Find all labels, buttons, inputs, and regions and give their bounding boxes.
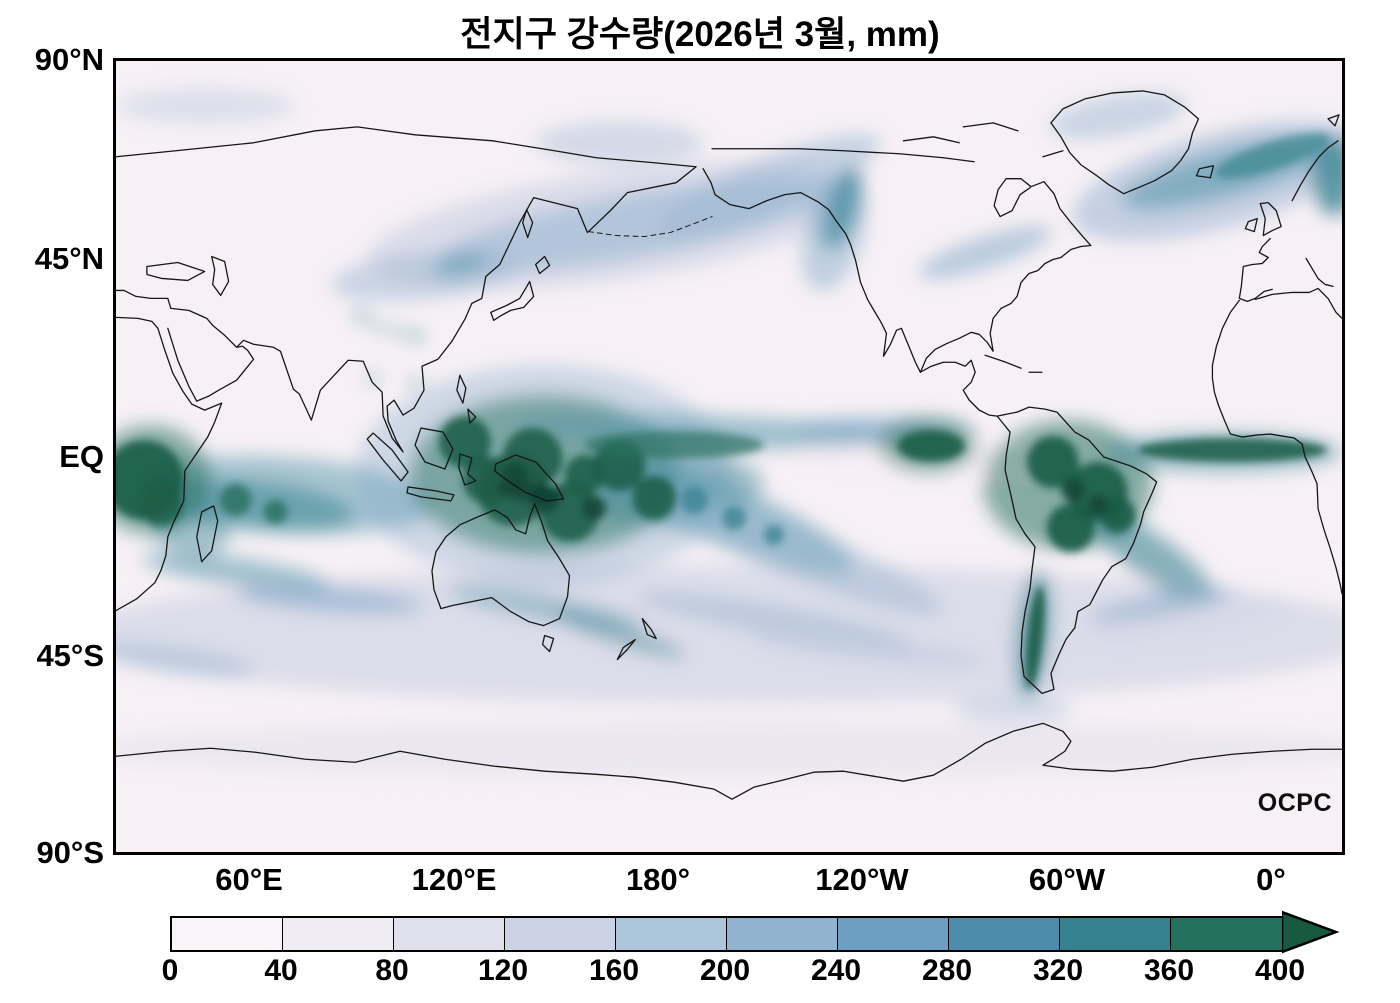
ytick-90s: 90°S xyxy=(36,835,104,870)
colorbar-tick-labels: 0 40 80 120 160 200 240 280 320 360 400 xyxy=(162,954,1305,994)
colorbar-overflow-arrow xyxy=(1282,910,1340,954)
coast-blacksea xyxy=(146,261,206,282)
xtick-60e: 60°E xyxy=(215,862,283,897)
coast-british-isles xyxy=(1244,201,1282,237)
ytick-eq: EQ xyxy=(59,439,104,474)
xtick-180: 180° xyxy=(625,862,691,897)
coastlines xyxy=(116,90,1342,800)
chart-title: 전지구 강수량(2026년 3월, mm) xyxy=(460,15,940,54)
coast-northamerica-west xyxy=(702,168,922,373)
coast-centralamerica xyxy=(919,359,998,417)
cbtick-120: 120 xyxy=(477,954,529,987)
coast-africa-west xyxy=(1211,287,1342,595)
coast-greenland xyxy=(1050,90,1200,195)
colorbar-segment xyxy=(1171,918,1282,950)
coast-arabia xyxy=(167,327,255,402)
coast-europe xyxy=(1238,114,1340,303)
xtick-0: 0° xyxy=(1256,862,1286,897)
ytick-45s: 45°S xyxy=(36,638,104,673)
coast-caspian xyxy=(211,255,230,297)
cbtick-400: 400 xyxy=(1254,954,1306,987)
coast-africa-east xyxy=(116,316,223,612)
colorbar-segment xyxy=(172,918,283,950)
precip-cores xyxy=(116,132,1330,690)
coast-antarctica xyxy=(116,722,1342,800)
coast-eurasia xyxy=(116,126,697,453)
colorbar-segment xyxy=(616,918,727,950)
colorbar-segment xyxy=(727,918,838,950)
colorbar-segment xyxy=(838,918,949,950)
coast-hudson-bay xyxy=(993,178,1045,218)
colorbar-segment xyxy=(505,918,616,950)
coast-arctic-canada xyxy=(711,122,1064,163)
coast-aleutians xyxy=(587,216,713,238)
xtick-120w: 120°W xyxy=(815,862,909,897)
coast-tasmania xyxy=(541,634,555,653)
xtick-60w: 60°W xyxy=(1028,862,1106,897)
coast-southamerica xyxy=(996,406,1158,695)
coast-australia xyxy=(431,503,571,627)
colorbar-segment xyxy=(394,918,505,950)
cbtick-80: 80 xyxy=(375,954,409,987)
coast-sumatra xyxy=(366,432,409,482)
coast-philippines xyxy=(456,374,477,424)
coast-java xyxy=(406,486,455,502)
colorbar-segment xyxy=(1060,918,1171,950)
cbtick-240: 240 xyxy=(810,954,862,987)
coast-newzealand xyxy=(616,617,657,661)
coast-useast xyxy=(919,181,1092,373)
cbtick-40: 40 xyxy=(264,954,298,987)
cbtick-280: 280 xyxy=(921,954,973,987)
xtick-120e: 120°E xyxy=(411,862,497,897)
coast-caribbean xyxy=(984,354,1043,373)
coast-iceland xyxy=(1195,165,1215,179)
colorbar-segment xyxy=(283,918,394,950)
cbtick-320: 320 xyxy=(1032,954,1084,987)
coast-newguinea xyxy=(494,454,565,502)
cbtick-160: 160 xyxy=(588,954,640,987)
ytick-90n: 90°N xyxy=(34,42,104,77)
colorbar-segment xyxy=(949,918,1060,950)
colorbar xyxy=(170,916,1284,952)
ocpc-logo: OCPC xyxy=(1257,789,1332,817)
cbtick-360: 360 xyxy=(1143,954,1195,987)
cbtick-0: 0 xyxy=(161,954,179,987)
coast-sulawesi xyxy=(458,453,477,486)
map-panel: OCPC xyxy=(113,58,1345,855)
coast-borneo xyxy=(414,427,454,470)
cbtick-200: 200 xyxy=(699,954,751,987)
world-map xyxy=(116,61,1342,852)
coast-japan xyxy=(490,255,551,321)
coast-madagascar xyxy=(196,505,219,563)
coast-sakhalin xyxy=(522,208,534,239)
ytick-45n: 45°N xyxy=(34,241,104,276)
